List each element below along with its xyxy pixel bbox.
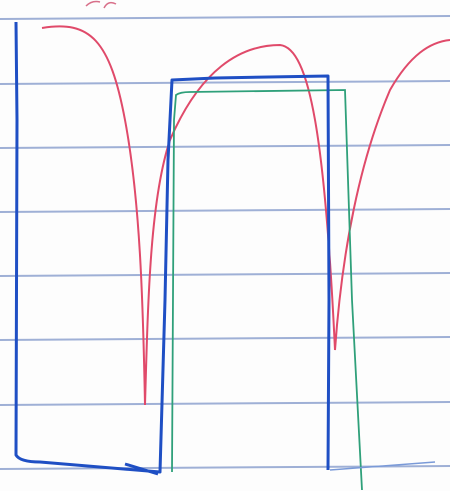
sketch (0, 0, 450, 491)
paper (0, 0, 450, 491)
page (0, 0, 450, 491)
